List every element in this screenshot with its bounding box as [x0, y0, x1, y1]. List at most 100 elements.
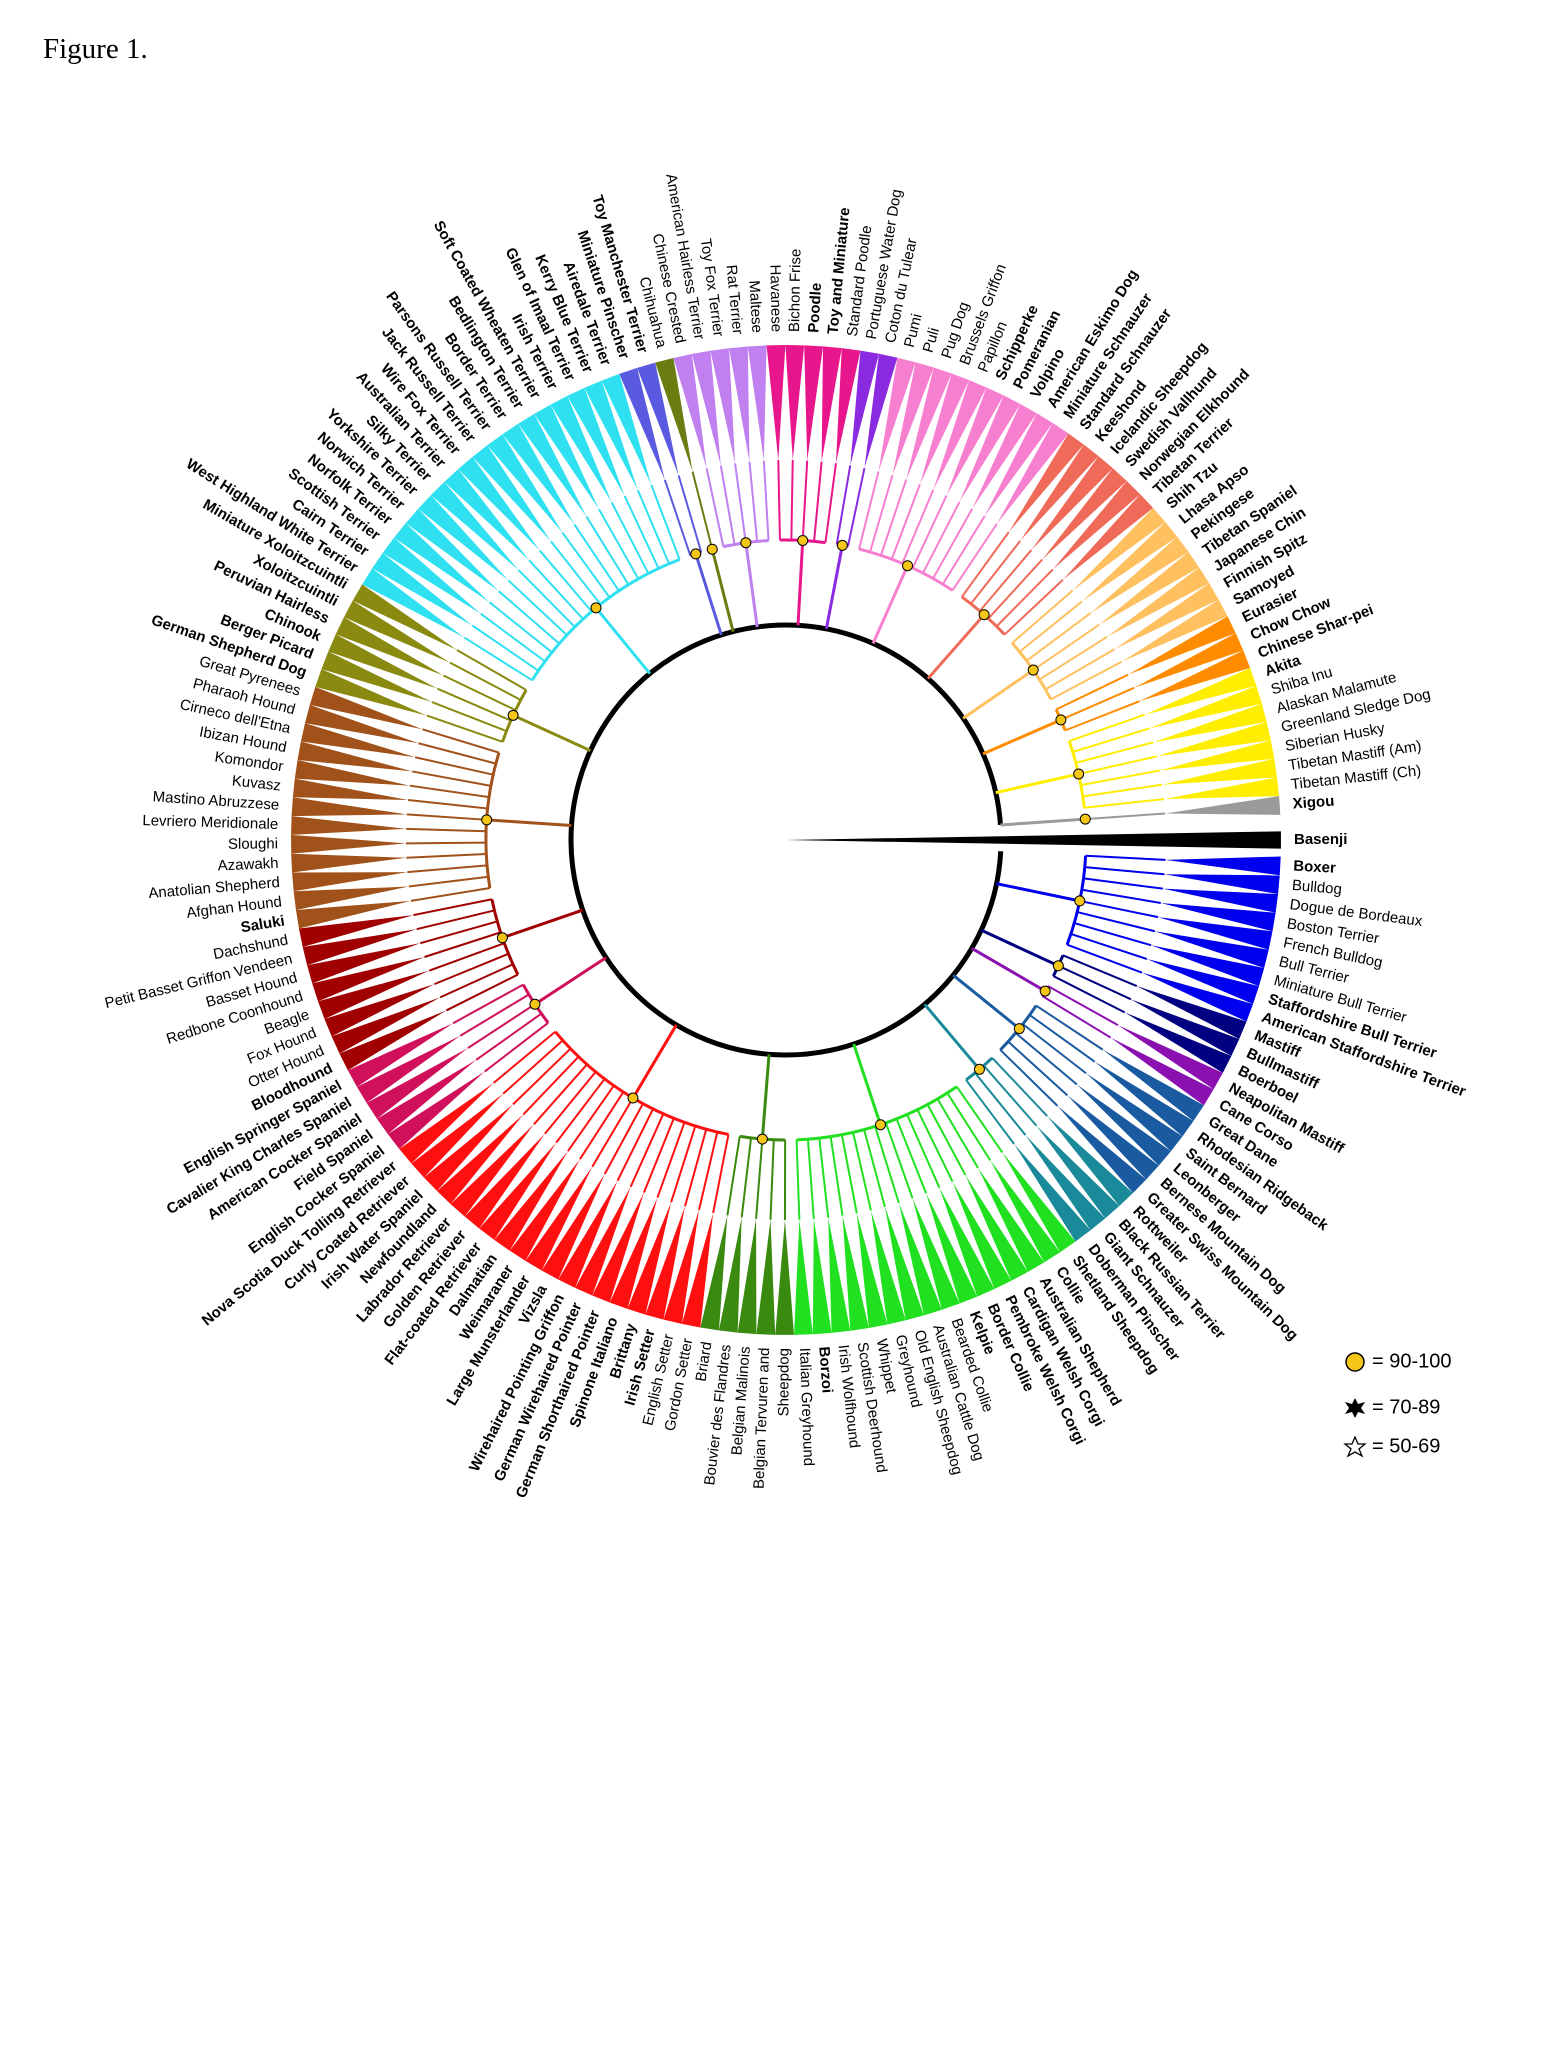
leaf-wedge: [1142, 972, 1254, 1022]
leaf-wedge: [393, 523, 490, 603]
leaf-branch: [493, 1030, 556, 1084]
leaf-branch: [991, 1057, 1048, 1117]
leaf-branch: [561, 532, 611, 598]
leaf-branch: [413, 898, 493, 917]
leaf-branch: [835, 465, 852, 545]
leaf-wedge: [1062, 494, 1154, 580]
leaf-branch: [677, 475, 703, 553]
leaf-wedge: [1161, 758, 1278, 785]
leaf-wedge: [737, 1218, 757, 1335]
leaf-wedge: [700, 1215, 728, 1331]
leaf-wedge: [1165, 796, 1281, 815]
leaf-branch: [719, 465, 736, 545]
clade-branch: [996, 882, 1081, 903]
leaf-label: Briard: [693, 1341, 716, 1383]
leaf-branch: [610, 501, 650, 574]
leaf-wedge: [293, 886, 409, 910]
leaf-wedge: [775, 1219, 795, 1335]
leaf-label: Sloughi: [228, 835, 278, 852]
support-node: [902, 560, 914, 572]
support-node: [590, 602, 602, 614]
leaf-wedge: [437, 1114, 524, 1205]
leaf-branch: [407, 864, 488, 874]
leaf-branch: [726, 1136, 741, 1216]
leaf-branch: [999, 1049, 1059, 1107]
leaf-branch: [1011, 589, 1074, 644]
leaf-branch: [762, 460, 770, 541]
clade-branch: [486, 818, 572, 828]
leaf-branch: [777, 460, 781, 541]
leaf-label: Xigou: [1292, 793, 1335, 813]
leaf-label: Poodle: [805, 282, 825, 333]
leaf-wedge: [1031, 456, 1113, 550]
leaf-branch: [670, 1125, 697, 1203]
leaf-wedge: [1102, 1049, 1204, 1122]
leaf-wedge: [534, 404, 599, 510]
legend-label: = 70-89: [1372, 1396, 1440, 1418]
leaf-branch: [1084, 866, 1165, 876]
leaf-wedge: [558, 1180, 618, 1288]
leaf-branch: [663, 479, 692, 556]
leaf-wedge: [1052, 480, 1141, 570]
leaf-wedge: [959, 395, 1021, 502]
leaf-wedge: [352, 584, 457, 650]
leaf-branch: [480, 612, 546, 663]
leaf-wedge: [1156, 721, 1271, 757]
leaf-wedge: [423, 1104, 514, 1192]
leaf-wedge: [302, 929, 417, 966]
leaf-wedge: [1110, 1037, 1214, 1106]
leaf-branch: [926, 1104, 967, 1176]
legend-symbol: [1345, 1352, 1365, 1372]
leaf-branch: [1057, 964, 1132, 1001]
leaf-wedge: [321, 651, 432, 703]
leaf-branch: [705, 468, 725, 547]
leaf-branch: [922, 501, 961, 574]
leaf-label: Maltese: [745, 280, 765, 333]
leaf-wedge: [387, 1071, 485, 1150]
leaf-branch: [650, 484, 681, 560]
leaf-wedge: [550, 395, 612, 503]
leaf-wedge: [295, 900, 411, 929]
leaf-branch: [598, 508, 640, 580]
clade-branch: [501, 908, 584, 940]
legend-label: = 90-100: [1372, 1350, 1452, 1372]
leaf-branch: [1080, 769, 1160, 787]
leaf-wedge: [870, 1210, 906, 1325]
leaf-branch: [533, 1063, 588, 1125]
support-node: [1027, 664, 1039, 676]
leaf-wedge: [1144, 667, 1257, 715]
support-node: [496, 932, 508, 944]
leaf-wedge: [315, 669, 427, 716]
leaf-branch: [406, 841, 487, 845]
leaf-wedge: [835, 348, 861, 464]
leaf-label: Boxer: [1293, 858, 1337, 877]
leaf-branch: [906, 1114, 941, 1189]
leaf-wedge: [850, 350, 879, 466]
leaf-branch: [591, 1097, 634, 1168]
leaf-branch: [1075, 741, 1154, 764]
clade-branch: [952, 974, 1021, 1030]
leaf-wedge: [1151, 945, 1265, 987]
leaf-wedge: [637, 362, 679, 476]
leaf-branch: [1035, 1004, 1104, 1051]
leaf-branch: [452, 983, 524, 1025]
leaf-branch: [656, 1121, 686, 1198]
clade-branch: [923, 1003, 981, 1071]
leaf-branch: [1064, 700, 1141, 732]
leaf-branch: [406, 853, 487, 859]
leaf-branch: [522, 1056, 580, 1116]
leaf-wedge: [1067, 1095, 1159, 1180]
leaf-branch: [1007, 1040, 1069, 1097]
leaf-wedge: [1090, 536, 1189, 613]
leaf-wedge: [1158, 917, 1273, 950]
leaf-branch: [1018, 600, 1083, 653]
leaf-branch: [585, 516, 630, 586]
leaf-branch: [846, 467, 866, 547]
leaf-wedge: [1160, 902, 1276, 932]
clade-branch: [744, 542, 759, 628]
support-node: [756, 1133, 768, 1145]
leaf-wedge: [1154, 931, 1269, 968]
leaf-wedge: [1036, 1125, 1120, 1219]
leaf-wedge: [343, 600, 450, 663]
clade-branch: [694, 553, 723, 636]
